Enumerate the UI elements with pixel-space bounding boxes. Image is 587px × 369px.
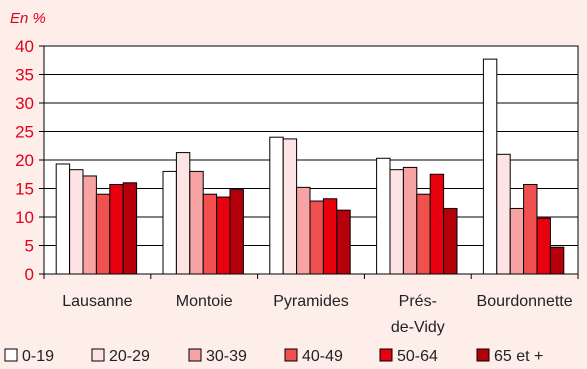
bar (509, 207, 525, 275)
x-tick-label: Prés- (399, 293, 437, 310)
y-tick-label: 0 (25, 265, 34, 284)
legend-swatch (476, 348, 490, 362)
y-tick-label: 35 (15, 66, 34, 85)
bar (229, 189, 244, 275)
y-tick-label: 30 (15, 94, 34, 113)
x-tick-label: Lausanne (62, 293, 132, 310)
unit-label: En % (10, 10, 46, 27)
x-tick-label: Pyramides (273, 293, 349, 310)
plot-frame (43, 45, 579, 275)
bar (162, 170, 177, 275)
y-tick-label: 10 (15, 208, 34, 227)
x-tick-label: Bourdonnette (477, 293, 573, 310)
y-tick-label: 15 (15, 180, 34, 199)
bar (309, 200, 324, 275)
bar (549, 246, 565, 275)
bar (536, 217, 551, 275)
y-tick-label: 5 (25, 237, 34, 256)
legend-entry: 65 et + (494, 348, 543, 365)
bar (122, 182, 138, 275)
bar (189, 170, 204, 275)
y-tick-label: 40 (15, 37, 34, 56)
bar (296, 186, 311, 275)
y-tick-label: 20 (15, 151, 34, 170)
legend-entry: 30-39 (206, 348, 247, 365)
bar (109, 184, 124, 275)
bar (496, 153, 511, 275)
bar (322, 198, 338, 275)
bar (95, 193, 111, 275)
x-tick-label: de-Vidy (391, 319, 445, 336)
bar (482, 58, 498, 275)
bar (216, 196, 231, 275)
bar (282, 138, 298, 275)
bar (429, 173, 445, 275)
x-tick-labels: Lausanne Montoie Pyramides Prés-de-Vidy Bour… (62, 293, 572, 336)
axes (39, 45, 579, 279)
bar (55, 163, 71, 275)
bar (82, 175, 97, 275)
legend-entry: 40-49 (302, 348, 343, 365)
legend-swatch (91, 348, 105, 362)
legend-entry: 20-29 (109, 348, 150, 365)
legend-entry: 0-19 (22, 348, 54, 365)
bar (523, 184, 538, 275)
bar (202, 193, 218, 275)
legend-swatch (188, 348, 202, 362)
bar (416, 193, 431, 275)
bar (376, 157, 391, 275)
bar (443, 207, 458, 275)
y-tick-label: 25 (15, 123, 34, 142)
bar (336, 209, 351, 275)
legend-swatch (4, 348, 18, 362)
bar (69, 169, 84, 275)
legend-swatch (284, 348, 298, 362)
legend-entry: 50-64 (397, 348, 438, 365)
bar (389, 169, 404, 275)
x-tick-label: Montoie (176, 293, 233, 310)
legend-swatch (379, 348, 393, 362)
bar (175, 152, 191, 275)
bar (269, 136, 284, 275)
legend: 0-19 20-29 30-39 40-49 50-64 65 et + (4, 348, 543, 365)
y-tick-labels: 0 5 10 15 20 25 30 35 40 (15, 37, 34, 284)
bar (402, 166, 418, 275)
